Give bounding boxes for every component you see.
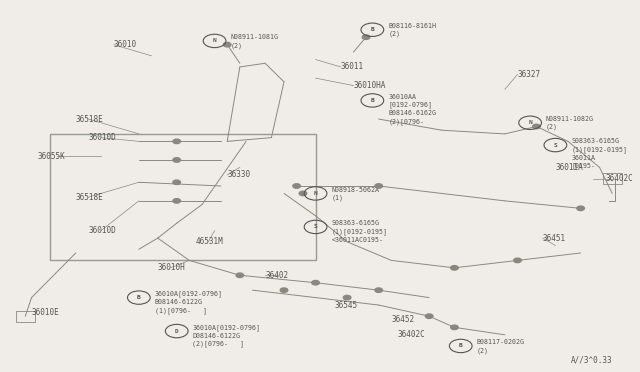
Text: 36011A: 36011A xyxy=(571,155,595,161)
Text: B08146-6162G: B08146-6162G xyxy=(388,110,436,116)
Text: N: N xyxy=(212,38,216,44)
Text: (2): (2) xyxy=(388,31,400,38)
Text: 36010D: 36010D xyxy=(88,226,116,235)
Circle shape xyxy=(223,42,231,47)
Text: S: S xyxy=(314,224,317,230)
Text: S08363-6165G: S08363-6165G xyxy=(332,220,380,226)
Text: (2): (2) xyxy=(546,124,558,131)
Circle shape xyxy=(375,288,383,292)
Text: 36055K: 36055K xyxy=(38,152,66,161)
Text: (1): (1) xyxy=(332,195,343,201)
Circle shape xyxy=(293,184,300,188)
Text: 36010: 36010 xyxy=(114,40,137,49)
Text: N08911-1082G: N08911-1082G xyxy=(546,116,594,122)
Circle shape xyxy=(343,295,351,300)
Circle shape xyxy=(451,266,458,270)
Text: 36010H: 36010H xyxy=(158,263,186,272)
Text: S08363-6165G: S08363-6165G xyxy=(571,138,619,144)
Circle shape xyxy=(173,180,180,185)
Text: 36010AA: 36010AA xyxy=(388,94,416,100)
Circle shape xyxy=(173,139,180,144)
Circle shape xyxy=(236,273,244,278)
Text: A//3^0.33: A//3^0.33 xyxy=(571,356,612,365)
Text: N: N xyxy=(314,191,317,196)
Text: 36010D: 36010D xyxy=(88,133,116,142)
Text: 36518E: 36518E xyxy=(76,115,104,124)
Text: (2)[0796-   ]: (2)[0796- ] xyxy=(193,340,244,347)
Circle shape xyxy=(312,280,319,285)
Text: 36010A[0192-0796]: 36010A[0192-0796] xyxy=(155,291,223,297)
Text: 36451: 36451 xyxy=(543,234,566,243)
Text: 36010A[0192-0796]: 36010A[0192-0796] xyxy=(193,324,260,331)
Text: (2): (2) xyxy=(477,347,488,354)
Text: 36330: 36330 xyxy=(227,170,250,179)
Circle shape xyxy=(173,158,180,162)
Text: 36011: 36011 xyxy=(341,62,364,71)
Circle shape xyxy=(514,258,522,263)
Circle shape xyxy=(362,35,370,39)
Circle shape xyxy=(299,191,307,196)
Text: S: S xyxy=(554,142,557,148)
Text: 36545: 36545 xyxy=(335,301,358,310)
Text: D: D xyxy=(175,328,179,334)
Text: 36010HA: 36010HA xyxy=(353,81,386,90)
Circle shape xyxy=(173,199,180,203)
Text: (2)[0796-: (2)[0796- xyxy=(388,118,424,125)
Text: 36402C: 36402C xyxy=(397,330,426,339)
Text: B: B xyxy=(459,343,463,349)
Text: B: B xyxy=(371,98,374,103)
Text: 36402: 36402 xyxy=(265,271,288,280)
Text: (1)[0192-0195]: (1)[0192-0195] xyxy=(571,146,627,153)
Text: 36010E: 36010E xyxy=(31,308,60,317)
Circle shape xyxy=(451,325,458,330)
Text: D08146-6122G: D08146-6122G xyxy=(193,333,241,339)
Text: N: N xyxy=(528,120,532,125)
Text: B08116-8161H: B08116-8161H xyxy=(388,23,436,29)
Text: B08146-6122G: B08146-6122G xyxy=(155,299,203,305)
Text: B08117-0202G: B08117-0202G xyxy=(477,339,525,345)
Text: 36011A: 36011A xyxy=(556,163,583,172)
Text: [0195-: [0195- xyxy=(571,163,595,169)
Text: (1)[0796-   ]: (1)[0796- ] xyxy=(155,307,207,314)
Text: [0192-0796]: [0192-0796] xyxy=(388,102,432,108)
Text: 46531M: 46531M xyxy=(196,237,223,246)
Text: <36011AC0195-: <36011AC0195- xyxy=(332,237,383,243)
Text: (1)[0192-0195]: (1)[0192-0195] xyxy=(332,228,387,235)
Text: B: B xyxy=(137,295,141,300)
Text: 36327: 36327 xyxy=(518,70,541,79)
Text: (2): (2) xyxy=(230,42,243,49)
Text: 36402C: 36402C xyxy=(606,174,634,183)
Circle shape xyxy=(577,206,584,211)
Text: N08918-5062A: N08918-5062A xyxy=(332,187,380,193)
Circle shape xyxy=(532,124,540,129)
Text: B: B xyxy=(371,27,374,32)
Text: 36518E: 36518E xyxy=(76,193,104,202)
Circle shape xyxy=(280,288,288,292)
Text: N08911-1081G: N08911-1081G xyxy=(230,34,278,40)
Circle shape xyxy=(375,184,383,188)
Circle shape xyxy=(426,314,433,318)
Text: 36452: 36452 xyxy=(391,315,415,324)
